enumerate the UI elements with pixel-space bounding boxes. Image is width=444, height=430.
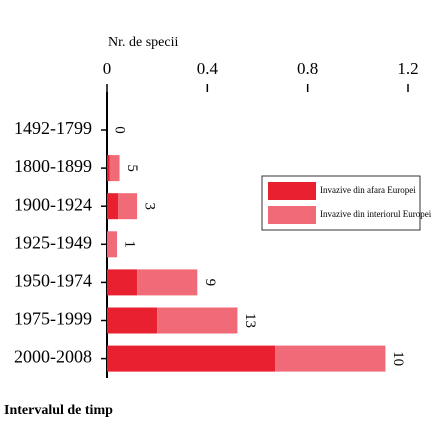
x-tick-label: 0.8 — [297, 59, 318, 78]
legend-label: Invazive din interiorul Europei — [320, 209, 432, 219]
legend-swatch — [268, 182, 316, 200]
x-tick-label: 0.4 — [197, 59, 219, 78]
y-tick-label: 1900-1924 — [14, 194, 92, 214]
bar-label: 9 — [202, 279, 218, 287]
bar-segment — [107, 155, 110, 182]
bar-label: 13 — [242, 313, 258, 328]
legend-swatch — [268, 206, 316, 224]
x-tick-label: 1.2 — [397, 59, 418, 78]
bar-segment — [107, 307, 158, 334]
bar-segment — [107, 345, 276, 372]
y-tick-label: 1925-1949 — [14, 232, 92, 252]
y-axis-title: Intervalul de timp — [4, 403, 113, 418]
y-tick-label: 2000-2008 — [14, 347, 92, 367]
bar-segment — [107, 269, 138, 296]
legend-label: Invazive din afara Europei — [320, 185, 416, 195]
bar-segment — [275, 345, 386, 372]
bar-label: 5 — [124, 164, 140, 172]
bar-segment — [157, 307, 238, 334]
bar-label: 1 — [122, 241, 138, 249]
bar-label: 0 — [112, 126, 128, 134]
bar-segment — [137, 269, 198, 296]
bar-label: 10 — [390, 351, 406, 366]
y-tick-label: 1492-1799 — [14, 118, 92, 138]
bar-label: 3 — [142, 202, 158, 210]
bar-segment — [107, 193, 119, 220]
y-tick-label: 1975-1999 — [14, 309, 92, 329]
bar-segment — [107, 231, 118, 258]
x-tick-label: 0 — [103, 59, 112, 78]
bar-segment — [109, 155, 120, 182]
y-tick-label: 1950-1974 — [14, 271, 92, 291]
bar-segment — [118, 193, 138, 220]
x-axis-title: Nr. de specii — [108, 35, 178, 50]
y-tick-label: 1800-1899 — [14, 156, 92, 176]
